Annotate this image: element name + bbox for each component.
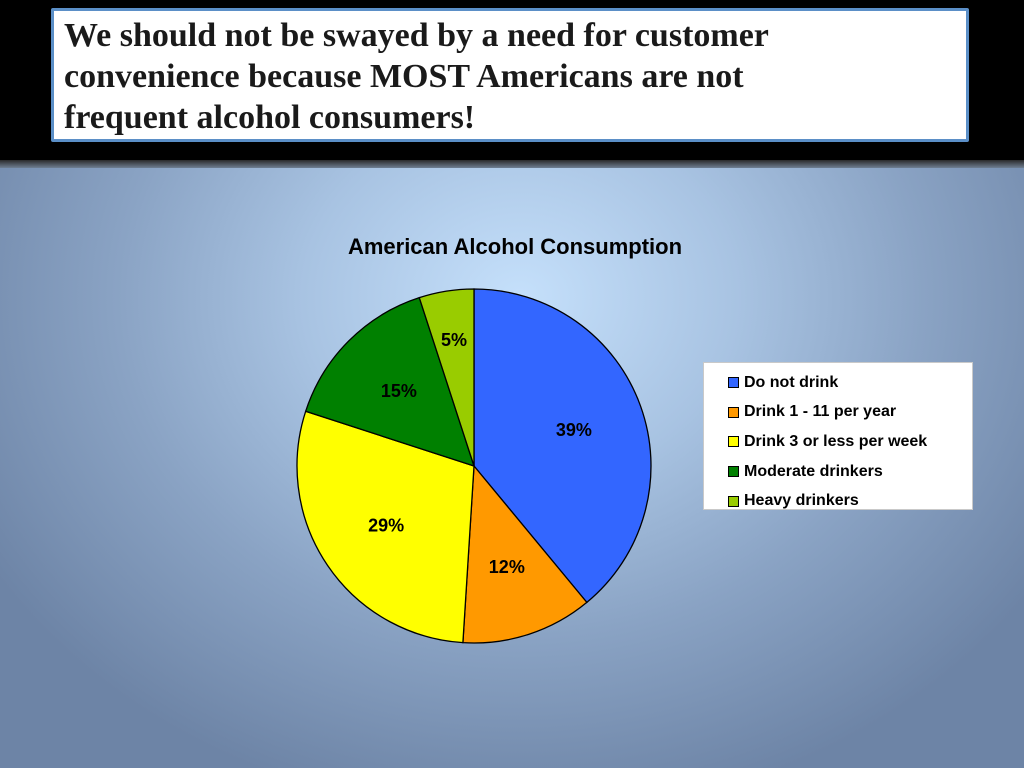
separator [0,160,1024,168]
legend-item-moderate-drinkers: Moderate drinkers [728,457,972,487]
slide-title: We should not be swayed by a need for cu… [64,17,769,136]
legend-swatch [728,466,739,478]
title-box: We should not be swayed by a need for cu… [51,8,969,142]
legend-item-drink-3-or-less-per-week: Drink 3 or less per week [728,427,972,457]
pie-label-heavy-drinkers: 5% [441,330,467,350]
legend-item-drink-1-11-per-year: Drink 1 - 11 per year [728,398,972,428]
pie-label-drink-3-or-less-per-week: 29% [368,516,404,536]
pie-slice-heavy-drinkers [418,288,475,467]
chart-legend: Do not drink Drink 1 - 11 per year Drink 3… [703,362,973,510]
chart-title: American Alcohol Consumption [347,234,683,259]
pie-label-drink-1-11-per-year: 12% [489,557,525,577]
title-bar: We should not be swayed by a need for cu… [0,0,1024,160]
pie-slice-do-not-drink [473,288,652,604]
pie-slice-drink-1-11-per-year [462,464,588,644]
legend-swatch [728,436,739,448]
pie-label-moderate-drinkers: 15% [381,381,417,401]
pie-slice-drink-3-or-less-per-week [296,410,475,644]
legend-label: Heavy drinkers [744,492,859,510]
legend-item-heavy-drinkers: Heavy drinkers [728,486,972,516]
legend-item-do-not-drink: Do not drink [728,368,972,398]
legend-swatch [728,406,739,418]
pie-label-do-not-drink: 39% [556,420,592,440]
legend-label: Drink 3 or less per week [744,432,928,450]
legend-label: Drink 1 - 11 per year [744,403,897,421]
pie-slice-moderate-drinkers [304,296,476,468]
legend-swatch [728,377,739,389]
legend-label: Moderate drinkers [744,462,883,480]
legend-swatch [728,495,739,507]
legend-label: Do not drink [744,373,839,391]
